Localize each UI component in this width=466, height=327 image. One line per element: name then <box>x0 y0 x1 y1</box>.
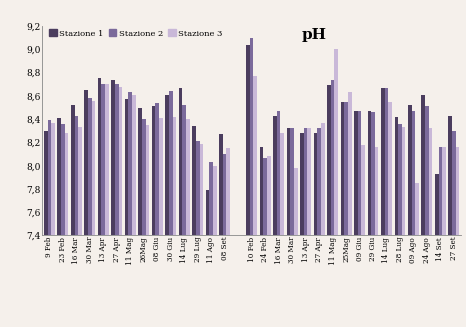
Bar <box>260 147 263 235</box>
Bar <box>88 98 92 235</box>
Bar <box>411 111 415 235</box>
Bar <box>402 127 405 235</box>
Bar <box>61 124 65 235</box>
Bar <box>388 102 392 235</box>
Bar <box>361 145 365 235</box>
Bar <box>102 84 105 235</box>
Legend: Stazione 1, Stazione 2, Stazione 3: Stazione 1, Stazione 2, Stazione 3 <box>46 26 226 41</box>
Bar <box>71 105 75 235</box>
Bar <box>159 118 163 235</box>
Bar <box>263 158 267 235</box>
Bar <box>254 76 257 235</box>
Bar <box>182 105 186 235</box>
Bar <box>186 119 190 235</box>
Bar <box>125 99 129 235</box>
Bar <box>429 129 432 235</box>
Bar <box>415 183 419 235</box>
Bar <box>105 84 109 235</box>
Bar <box>321 123 324 235</box>
Bar <box>51 123 55 235</box>
Bar <box>48 120 51 235</box>
Bar <box>314 133 317 235</box>
Bar <box>57 118 61 235</box>
Bar <box>165 95 169 235</box>
Bar <box>199 144 203 235</box>
Bar <box>281 133 284 235</box>
Bar <box>421 95 425 235</box>
Bar <box>92 101 95 235</box>
Bar <box>213 166 217 235</box>
Bar <box>341 102 344 235</box>
Bar <box>196 141 199 235</box>
Bar <box>206 190 209 235</box>
Bar <box>119 87 122 235</box>
Bar <box>439 147 442 235</box>
Bar <box>65 133 69 235</box>
Bar <box>84 90 88 235</box>
Bar <box>169 91 172 235</box>
Bar <box>111 80 115 235</box>
Bar <box>129 93 132 235</box>
Bar <box>452 131 456 235</box>
Bar <box>294 168 298 235</box>
Text: pH: pH <box>302 28 327 42</box>
Bar <box>132 95 136 235</box>
Bar <box>172 117 176 235</box>
Bar <box>219 134 223 235</box>
Bar <box>250 38 254 235</box>
Bar <box>300 133 304 235</box>
Bar <box>156 103 159 235</box>
Bar <box>398 124 402 235</box>
Bar <box>78 127 82 235</box>
Bar <box>435 174 439 235</box>
Bar <box>98 78 102 235</box>
Bar <box>192 126 196 235</box>
Bar <box>368 111 371 235</box>
Bar <box>358 111 361 235</box>
Bar <box>287 129 290 235</box>
Bar <box>304 129 308 235</box>
Bar <box>277 111 281 235</box>
Bar <box>115 84 119 235</box>
Bar <box>327 85 331 235</box>
Bar <box>448 116 452 235</box>
Bar <box>381 88 384 235</box>
Bar <box>246 45 250 235</box>
Bar <box>44 131 48 235</box>
Bar <box>75 116 78 235</box>
Bar <box>331 80 335 235</box>
Bar <box>395 117 398 235</box>
Bar <box>354 111 358 235</box>
Bar <box>408 105 411 235</box>
Bar <box>273 116 277 235</box>
Bar <box>375 147 378 235</box>
Bar <box>317 129 321 235</box>
Bar <box>138 108 142 235</box>
Bar <box>371 112 375 235</box>
Bar <box>442 147 446 235</box>
Bar <box>267 156 271 235</box>
Bar <box>145 125 149 235</box>
Bar <box>209 162 213 235</box>
Bar <box>456 147 459 235</box>
Bar <box>152 106 156 235</box>
Bar <box>384 88 388 235</box>
Bar <box>142 119 145 235</box>
Bar <box>290 129 294 235</box>
Bar <box>335 49 338 235</box>
Bar <box>223 154 226 235</box>
Bar <box>425 106 429 235</box>
Bar <box>348 93 351 235</box>
Bar <box>179 88 182 235</box>
Bar <box>226 148 230 235</box>
Bar <box>308 129 311 235</box>
Bar <box>344 102 348 235</box>
